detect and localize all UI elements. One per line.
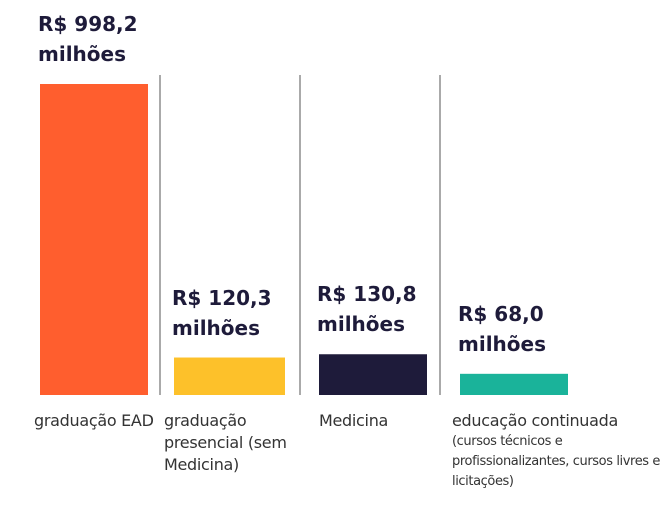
category-label: graduação presencial (sem Medicina) xyxy=(164,411,287,474)
value-label: R$ 68,0 milhões xyxy=(458,301,546,356)
value-label: R$ 130,8 milhões xyxy=(317,282,417,337)
bar xyxy=(174,357,285,395)
category-label: educação continuada xyxy=(452,411,619,430)
value-label: R$ 120,3 milhões xyxy=(172,285,272,340)
category-label: Medicina xyxy=(319,411,389,430)
value-label: R$ 998,2 milhões xyxy=(38,12,138,66)
category-label: graduação EAD xyxy=(34,411,154,430)
bar xyxy=(460,373,568,395)
category-detail: (cursos técnicos e profissionalizantes, … xyxy=(452,434,660,489)
bar xyxy=(40,84,148,395)
bar xyxy=(319,354,427,395)
